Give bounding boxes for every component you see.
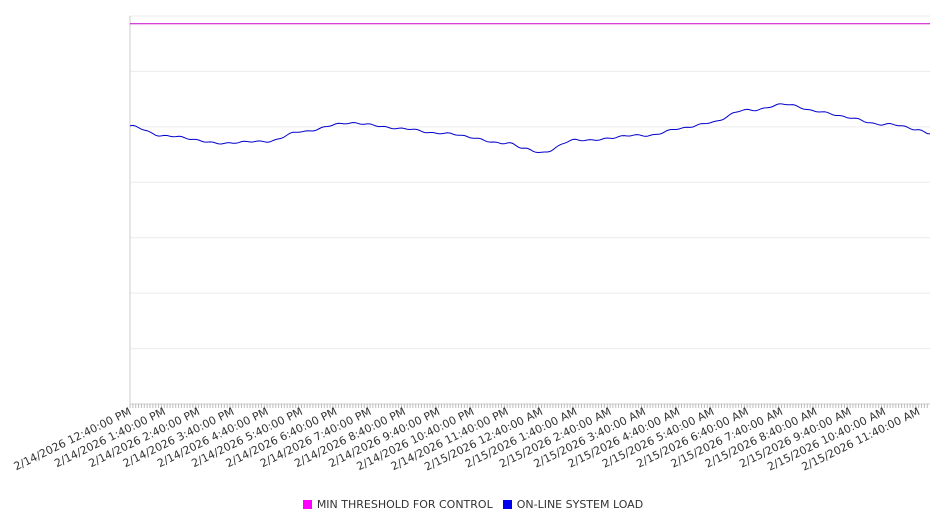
series-line-1 — [129, 103, 931, 154]
line-chart: 2/14/2026 12:40:00 PM2/14/2026 1:40:00 P… — [12, 15, 931, 474]
legend-label-min-threshold: MIN THRESHOLD FOR CONTROL — [316, 498, 493, 511]
legend-item-min-threshold: MIN THRESHOLD FOR CONTROL — [302, 498, 493, 511]
legend: MIN THRESHOLD FOR CONTROL ON-LINE SYSTEM… — [0, 498, 946, 511]
legend-swatch-min-threshold — [302, 500, 312, 509]
series-layer — [129, 23, 931, 154]
x-tick-labels: 2/14/2026 12:40:00 PM2/14/2026 1:40:00 P… — [12, 405, 922, 474]
x-minor-ticks — [129, 404, 928, 408]
legend-item-system-load: ON-LINE SYSTEM LOAD — [502, 498, 644, 511]
legend-label-system-load: ON-LINE SYSTEM LOAD — [516, 498, 644, 511]
legend-swatch-system-load — [502, 500, 512, 509]
grid-lines — [130, 15, 930, 350]
